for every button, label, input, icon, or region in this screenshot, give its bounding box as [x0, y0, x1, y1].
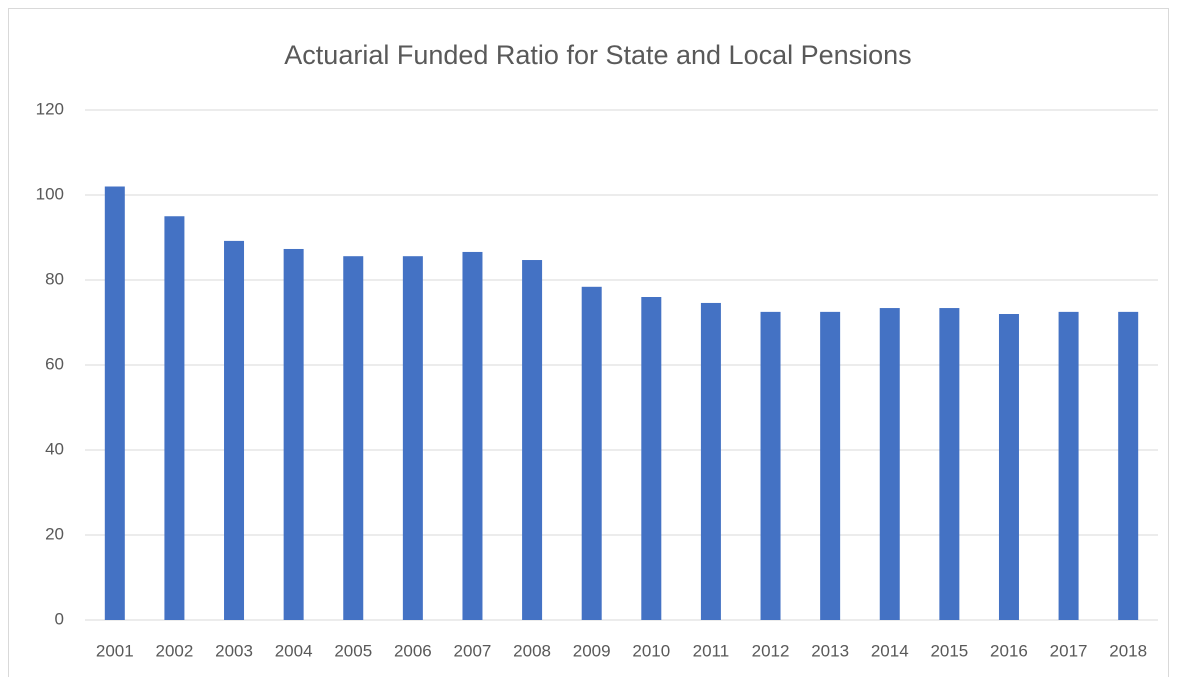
x-tick-label: 2016 — [990, 641, 1028, 660]
bar — [343, 256, 364, 620]
bar — [462, 251, 483, 620]
x-tick-label: 2010 — [632, 641, 670, 660]
x-tick-label: 2005 — [334, 641, 372, 660]
bar — [283, 248, 304, 620]
x-tick-label: 2003 — [215, 641, 253, 660]
y-tick-label: 80 — [45, 269, 64, 288]
chart-title: Actuarial Funded Ratio for State and Loc… — [284, 40, 911, 70]
y-tick-label: 0 — [55, 609, 64, 628]
x-tick-label: 2014 — [871, 641, 909, 660]
x-tick-label: 2008 — [513, 641, 551, 660]
bar — [641, 297, 662, 620]
x-tick-label: 2001 — [96, 641, 134, 660]
bar — [581, 286, 602, 620]
x-tick-label: 2018 — [1109, 641, 1147, 660]
bar — [700, 302, 721, 620]
y-tick-label: 60 — [45, 354, 64, 373]
y-tick-label: 120 — [36, 99, 64, 118]
y-tick-label: 40 — [45, 439, 64, 458]
bar — [104, 186, 125, 620]
bar — [939, 308, 960, 620]
bar — [760, 311, 781, 620]
bar — [820, 311, 841, 620]
bar — [522, 260, 543, 620]
x-tick-label: 2013 — [811, 641, 849, 660]
bar — [1118, 311, 1139, 620]
y-tick-label: 100 — [36, 184, 64, 203]
x-tick-label: 2017 — [1050, 641, 1088, 660]
x-tick-label: 2007 — [454, 641, 492, 660]
bar — [164, 216, 185, 620]
bar — [1058, 311, 1079, 620]
y-tick-label: 20 — [45, 524, 64, 543]
x-tick-label: 2011 — [693, 641, 730, 660]
x-tick-label: 2012 — [752, 641, 790, 660]
x-tick-label: 2009 — [573, 641, 611, 660]
bar — [879, 308, 900, 620]
x-tick-label: 2015 — [930, 641, 968, 660]
x-tick-label: 2004 — [275, 641, 313, 660]
x-tick-label: 2002 — [156, 641, 194, 660]
x-tick-label: 2006 — [394, 641, 432, 660]
bar — [402, 256, 423, 620]
bar — [998, 314, 1019, 620]
bar — [224, 240, 245, 620]
